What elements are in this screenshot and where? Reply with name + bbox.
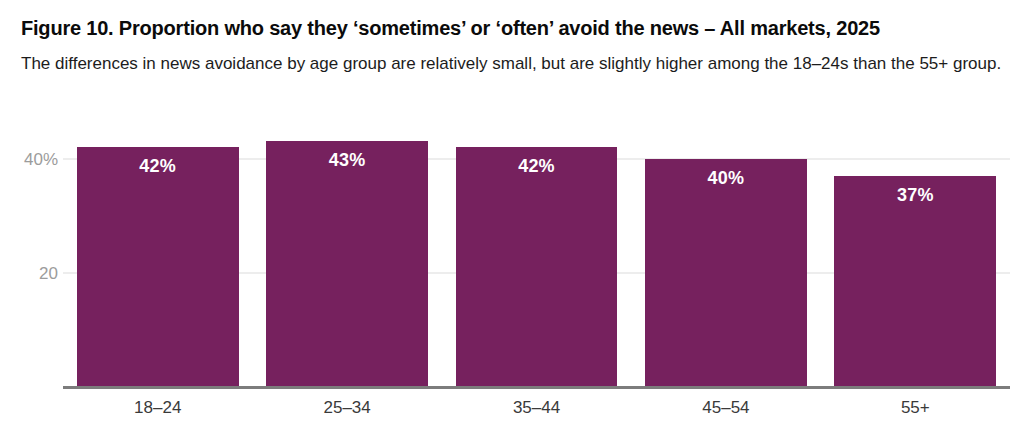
bar-45–54: 40% <box>645 159 807 387</box>
bar-value-label: 37% <box>834 176 996 206</box>
x-axis-label: 25–34 <box>252 398 441 418</box>
y-tick-label-40: 40% <box>0 150 58 167</box>
bar-value-label: 40% <box>645 159 807 189</box>
bar-value-label: 42% <box>77 147 239 177</box>
bar-18–24: 42% <box>77 147 239 387</box>
x-axis-label: 18–24 <box>63 398 252 418</box>
x-axis-label: 55+ <box>821 398 1010 418</box>
figure-10-news-avoidance: Figure 10. Proportion who say they ‘some… <box>0 0 1024 425</box>
bar-25–34: 43% <box>266 141 428 387</box>
y-tick-label-20: 20 <box>0 264 58 281</box>
bar-column: 40%45–54 <box>631 130 820 387</box>
bar-value-label: 42% <box>456 147 618 177</box>
bar-column: 42%18–24 <box>63 130 252 387</box>
bar-columns: 42%18–2443%25–3442%35–4440%45–5437%55+ <box>63 130 1010 387</box>
x-axis-label: 45–54 <box>631 398 820 418</box>
plot-area: 42%18–2443%25–3442%35–4440%45–5437%55+ <box>63 130 1010 387</box>
bar-column: 43%25–34 <box>252 130 441 387</box>
y-axis: 20 40% <box>0 130 58 387</box>
figure-title: Figure 10. Proportion who say they ‘some… <box>21 16 1011 40</box>
bar-column: 37%55+ <box>821 130 1010 387</box>
bar-column: 42%35–44 <box>442 130 631 387</box>
bar-55+: 37% <box>834 176 996 387</box>
bar-35–44: 42% <box>456 147 618 387</box>
bar-chart: 2040% 42%18–2443%25–3442%35–4440%45–5437… <box>0 130 1024 420</box>
bar-value-label: 43% <box>266 141 428 171</box>
x-axis-line <box>63 386 1010 389</box>
x-axis-label: 35–44 <box>442 398 631 418</box>
figure-subtitle: The differences in news avoidance by age… <box>21 52 1009 75</box>
